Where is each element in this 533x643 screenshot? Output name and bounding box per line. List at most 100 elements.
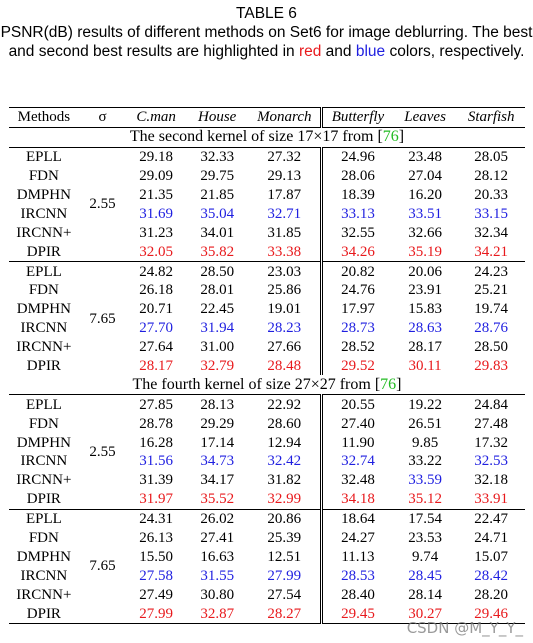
data-row: FDN 29.09 29.75 29.13 28.06 27.04 28.12: [9, 166, 525, 186]
value-cell: 12.51: [248, 547, 324, 567]
method-cell: EPLL: [9, 508, 79, 529]
value-cell: 28.40: [341, 586, 375, 603]
column-header: Butterfly: [321, 107, 393, 128]
value-cell: 20.82: [321, 261, 393, 282]
value-cell: 15.83: [408, 301, 442, 318]
section-row: The second kernel of size 17×17 from [76…: [9, 127, 525, 148]
value-cell: 31.39: [139, 472, 173, 489]
sigma-cell: 7.65: [78, 508, 127, 624]
section-text: The fourth kernel of size 27×27 from [: [132, 375, 381, 393]
value-cell: 11.90: [341, 434, 375, 451]
results-table: Methods σ C.man House Monarch Butterfly Leaves…: [9, 107, 525, 625]
value-cell: 9.74: [411, 548, 439, 565]
value-cell: 28.76: [474, 320, 509, 337]
caption: TABLE 6 PSNR(dB) results of different me…: [0, 4, 533, 61]
value-cell: 27.32: [248, 147, 324, 167]
value-cell: 31.00: [200, 339, 235, 356]
data-row: FDN 28.78 29.29 28.60 27.40 26.51 27.48: [9, 414, 525, 434]
data-row: FDN 26.18 28.01 25.86 24.76 23.91 25.21: [9, 281, 525, 300]
data-row: DPIR 32.05 35.82 33.38 34.26 35.19 34.21: [9, 242, 525, 262]
value-cell: 23.48: [408, 149, 442, 166]
value-cell: 24.23: [457, 261, 525, 282]
data-row: IRCNN+ 31.39 34.17 31.82 32.48 33.59 32.18: [9, 470, 525, 490]
value-cell: 34.17: [200, 472, 235, 489]
value-cell: 34.21: [474, 243, 509, 260]
value-cell: 27.99: [139, 605, 173, 622]
value-cell: 20.86: [248, 508, 324, 529]
value-cell: 32.05: [139, 243, 173, 260]
value-cell: 28.78: [139, 415, 173, 432]
value-cell: 28.48: [248, 356, 324, 376]
method-cell: IRCNN: [20, 453, 68, 470]
value-cell: 35.82: [200, 243, 235, 260]
value-cell: 32.55: [341, 224, 375, 241]
value-cell: 33.59: [408, 472, 442, 489]
value-cell: 18.64: [321, 508, 393, 529]
value-cell: 28.14: [408, 586, 442, 603]
caption-part: colors, respectively.: [385, 43, 525, 60]
data-row: DPIR 28.17 32.79 28.48 29.52 30.11 29.83: [9, 356, 525, 376]
value-cell: 31.94: [200, 320, 235, 337]
value-cell: 16.28: [139, 434, 173, 451]
value-cell: 28.13: [200, 396, 235, 413]
method-cell: FDN: [28, 282, 59, 299]
value-cell: 34.26: [341, 243, 375, 260]
value-cell: 29.13: [248, 166, 324, 186]
value-cell: 24.27: [341, 530, 375, 547]
value-cell: 17.32: [474, 434, 509, 451]
value-cell: 16.20: [408, 187, 442, 203]
value-cell: 28.12: [474, 168, 509, 185]
value-cell: 19.22: [408, 396, 442, 413]
method-cell: DMPHN: [16, 301, 71, 318]
value-cell: 22.92: [248, 394, 324, 415]
value-cell: 27.04: [408, 168, 442, 185]
value-cell: 29.75: [200, 168, 235, 185]
value-cell: 31.97: [139, 491, 173, 508]
value-cell: 15.50: [139, 548, 173, 565]
method-cell: IRCNN+: [16, 339, 72, 356]
value-cell: 28.50: [474, 339, 509, 356]
method-cell: FDN: [28, 168, 59, 185]
value-cell: 23.03: [248, 261, 324, 282]
value-cell: 28.60: [248, 414, 324, 434]
value-cell: 27.70: [139, 320, 173, 337]
method-cell: DMPHN: [16, 548, 71, 565]
value-cell: 21.85: [200, 187, 235, 203]
column-header: σ: [78, 107, 127, 128]
value-cell: 34.18: [341, 491, 375, 508]
value-cell: 28.06: [341, 168, 375, 185]
value-cell: 28.73: [341, 320, 375, 337]
value-cell: 27.48: [474, 415, 509, 432]
value-cell: 32.74: [341, 453, 375, 470]
method-cell: DPIR: [26, 605, 61, 622]
value-cell: 29.09: [139, 168, 173, 185]
value-cell: 33.13: [341, 205, 375, 222]
data-row: EPLL 2.55 27.85 28.13 22.92 20.55 19.22 24.84: [9, 394, 525, 460]
value-cell: 24.76: [341, 282, 375, 299]
value-cell: 29.52: [341, 358, 375, 375]
value-cell: 18.39: [341, 187, 375, 203]
data-row: EPLL 7.65 24.31 26.02 20.86 18.64 17.54 22.47: [9, 508, 525, 624]
data-row: IRCNN 27.70 31.94 28.23 28.73 28.63 28.76: [9, 318, 525, 338]
section-text: ]: [398, 128, 405, 146]
value-cell: 33.22: [408, 453, 442, 470]
value-cell: 24.84: [474, 396, 509, 413]
value-cell: 28.53: [341, 567, 375, 584]
value-cell: 35.04: [200, 205, 235, 222]
value-cell: 26.51: [408, 415, 442, 432]
value-cell: 26.18: [139, 282, 173, 299]
value-cell: 27.99: [248, 566, 324, 586]
section-text: The second kernel of size 17×17 from [: [129, 128, 383, 146]
value-cell: 27.54: [248, 585, 324, 605]
method-cell: IRCNN+: [16, 472, 72, 489]
value-cell: 19.01: [248, 299, 324, 319]
section-ref: 76: [380, 375, 397, 393]
section-text: ]: [396, 375, 402, 393]
caption-text: PSNR(dB) results of different methods on…: [0, 23, 533, 61]
value-cell: 31.82: [248, 470, 324, 490]
value-cell: 23.91: [408, 282, 442, 299]
method-cell: EPLL: [9, 261, 79, 282]
value-cell: 20.71: [139, 301, 173, 318]
value-cell: 29.45: [341, 605, 375, 622]
value-cell: 32.42: [248, 452, 324, 471]
